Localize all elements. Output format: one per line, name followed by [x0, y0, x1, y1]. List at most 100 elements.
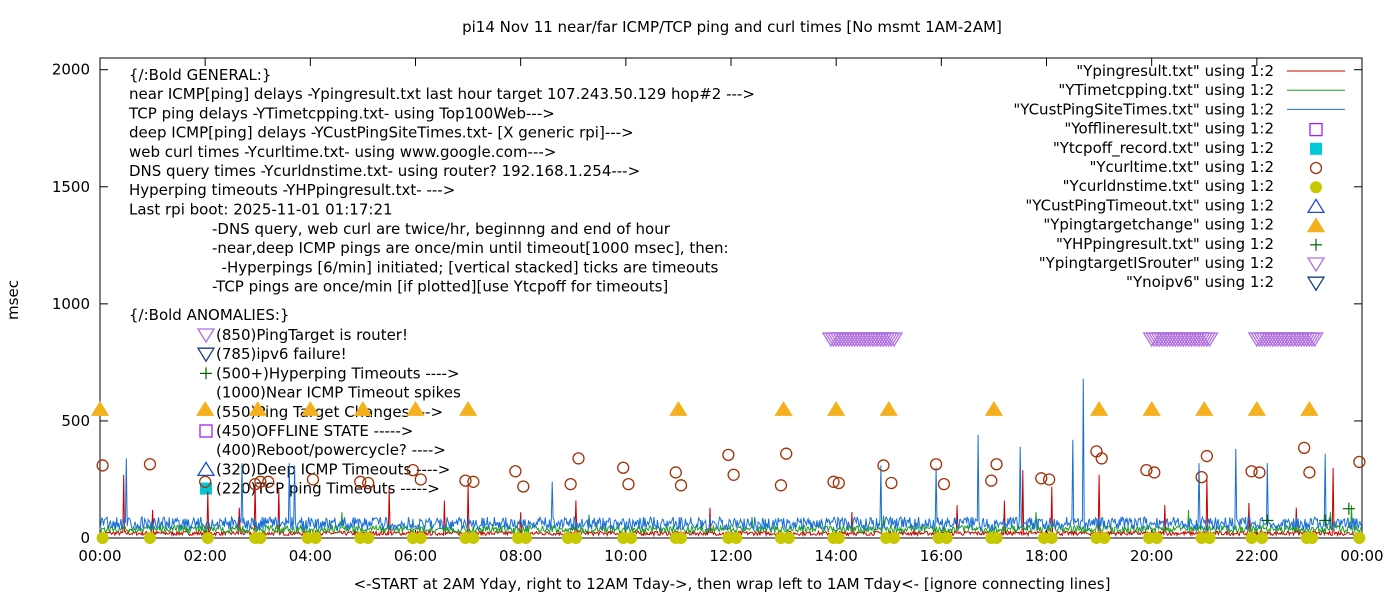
- anomaly-line: (850)PingTarget is router!: [216, 326, 408, 344]
- legend-label: "Ycurldnstime.txt" using 1:2: [1063, 177, 1274, 195]
- data-point-filled-triangle-up: [90, 400, 110, 416]
- data-point-filled-circle: [1150, 532, 1163, 544]
- legend-label: "Ycurltime.txt" using 1:2: [1089, 158, 1274, 176]
- x-axis-label: <-START at 2AM Yday, right to 12AM Tday-…: [354, 575, 1111, 593]
- data-point-filled-circle: [201, 532, 214, 544]
- data-point-filled-circle: [990, 532, 1003, 544]
- x-tick-label: 08:00: [499, 547, 542, 565]
- legend-swatch: [1306, 276, 1326, 292]
- x-tick-label: 10:00: [604, 547, 647, 565]
- info-line: {/:Bold GENERAL:}: [129, 66, 271, 84]
- data-point-open-circle: [467, 475, 480, 488]
- legend-swatch: [1306, 217, 1326, 233]
- info-indented-line: -near,deep ICMP pings are once/min until…: [212, 239, 729, 257]
- data-point-filled-triangle-up: [248, 400, 267, 416]
- legend-label: "YpingtargetISrouter" using 1:2: [1039, 254, 1274, 272]
- x-tick-label: 06:00: [394, 547, 437, 565]
- info-line: Hyperping timeouts -YHPpingresult.txt- -…: [129, 181, 455, 199]
- data-point-open-circle: [622, 477, 635, 491]
- data-point-open-circle: [669, 466, 682, 479]
- data-point-open-circle: [937, 477, 951, 491]
- data-point-filled-circle: [832, 532, 845, 544]
- data-point-filled-triangle-up: [1247, 400, 1266, 416]
- data-point-open-circle: [827, 475, 840, 488]
- data-point-open-circle: [877, 459, 890, 472]
- info-line: web curl times -Ycurltime.txt- using www…: [129, 143, 556, 161]
- data-point-filled-triangle-up: [406, 400, 425, 416]
- data-point-filled-circle: [1256, 532, 1269, 544]
- data-point-open-circle: [406, 463, 420, 477]
- data-point-open-circle: [1253, 466, 1266, 479]
- data-point-filled-circle: [675, 532, 688, 544]
- data-point-filled-circle: [1098, 532, 1111, 544]
- anomaly-line: (550)Ping Target Changes --->: [216, 403, 443, 421]
- info-indented-line: -TCP pings are once/min [if plotted][use…: [212, 278, 668, 296]
- data-point-filled-triangle-up: [1300, 400, 1319, 416]
- data-point-plus: [1342, 502, 1355, 515]
- data-point-filled-triangle-up: [1142, 400, 1161, 416]
- data-point-filled-circle: [96, 532, 109, 544]
- anomaly-marker: [196, 461, 216, 477]
- data-point-filled-triangle-up: [984, 400, 1004, 416]
- data-point-filled-triangle-up: [669, 400, 688, 416]
- data-point-filled-triangle-up: [196, 400, 215, 416]
- anomaly-line: (320)Deep ICMP Timeouts ---->: [216, 460, 450, 478]
- data-point-open-circle: [572, 452, 585, 465]
- data-point-open-circle: [254, 475, 267, 488]
- data-point-open-circle: [354, 475, 367, 488]
- data-point-open-circle: [1035, 472, 1048, 485]
- data-point-filled-triangle-up: [827, 400, 846, 416]
- legend-label: "YHPpingresult.txt" using 1:2: [1056, 235, 1274, 253]
- data-point-filled-triangle-up: [1195, 400, 1214, 416]
- legend-label: "Ypingresult.txt" using 1:2: [1076, 62, 1274, 80]
- data-point-open-circle: [414, 473, 427, 486]
- data-point-filled-circle: [519, 532, 532, 544]
- data-point-filled-circle: [888, 532, 901, 544]
- data-point-filled-circle: [414, 532, 427, 544]
- data-point-open-circle: [985, 474, 998, 487]
- legend: "Ypingresult.txt" using 1:2"YTimetcpping…: [1013, 62, 1345, 292]
- data-point-filled-circle: [1245, 532, 1258, 544]
- data-point-open-circle: [1095, 452, 1108, 465]
- x-tick-label: 02:00: [184, 547, 227, 565]
- info-line: near ICMP[ping] delays -Ypingresult.txt …: [129, 85, 755, 103]
- data-point-filled-circle: [569, 532, 582, 544]
- data-point-filled-circle: [782, 532, 795, 544]
- data-point-open-circle: [564, 477, 577, 491]
- data-point-open-circle: [832, 476, 845, 490]
- y-tick-label: 1500: [52, 178, 90, 196]
- info-text-block: {/:Bold GENERAL:}near ICMP[ping] delays …: [128, 66, 755, 324]
- y-tick-label: 500: [61, 412, 90, 430]
- data-point-open-circle: [1195, 470, 1208, 484]
- info-line: deep ICMP[ping] delays -YCustPingSiteTim…: [129, 124, 634, 142]
- data-point-filled-circle: [940, 532, 953, 544]
- data-point-filled-circle: [1353, 532, 1366, 544]
- x-tick-label: 00:00: [1340, 547, 1383, 565]
- data-point-open-triangle-down: [1200, 332, 1219, 348]
- data-point-filled-triangle-up: [774, 400, 793, 416]
- data-point-open-triangle-down: [884, 332, 904, 348]
- legend-swatch: [1310, 238, 1322, 251]
- legend-label: "Ytcpoff_record.txt" using 1:2: [1053, 139, 1274, 158]
- x-tick-label: 22:00: [1235, 547, 1278, 565]
- legend-label: "YCustPingSiteTimes.txt" using 1:2: [1013, 100, 1274, 118]
- chart-title: pi14 Nov 11 near/far ICMP/TCP ping and c…: [462, 18, 1002, 36]
- legend-swatch: [1306, 257, 1326, 273]
- data-point-filled-triangle-up: [301, 400, 320, 416]
- info-line: DNS query times -Ycurldnstime.txt- using…: [129, 162, 640, 180]
- x-tick-label: 16:00: [920, 547, 963, 565]
- anomalies-heading: {/:Bold ANOMALIES:}: [129, 306, 289, 324]
- legend-label: "Yofflineresult.txt" using 1:2: [1064, 120, 1274, 138]
- legend-label: "Ynoipv6" using 1:2: [1126, 273, 1274, 291]
- anomaly-line: (500+)Hyperping Timeouts ---->: [216, 364, 460, 382]
- data-point-open-circle: [674, 479, 688, 492]
- data-point-open-circle: [1140, 463, 1153, 477]
- data-point-plus: [1319, 514, 1332, 527]
- x-tick-label: 12:00: [709, 547, 752, 565]
- data-point-plus: [1261, 514, 1274, 527]
- series-line-2: [99, 378, 1363, 532]
- data-point-open-circle: [1042, 473, 1056, 486]
- data-point-open-circle: [459, 474, 472, 487]
- data-point-filled-triangle-up: [1089, 400, 1109, 416]
